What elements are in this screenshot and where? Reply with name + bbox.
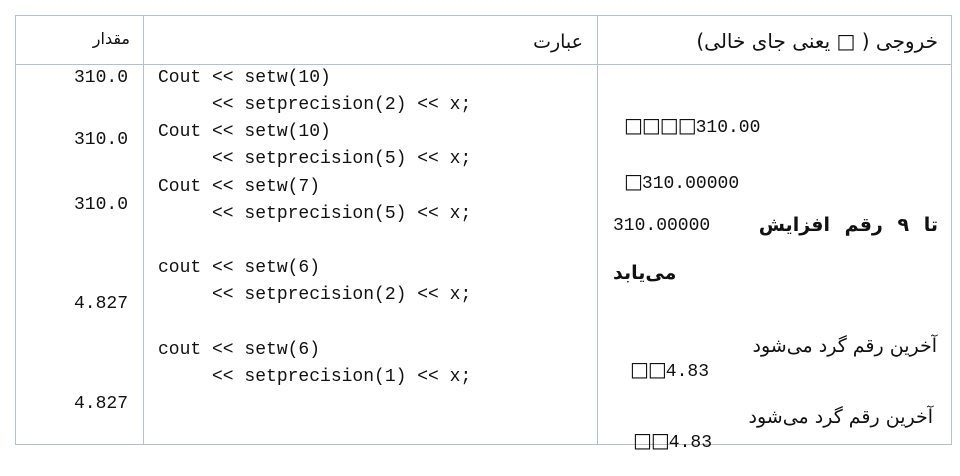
output-row-2: □310.00000 <box>608 148 739 217</box>
code-line: Cout << setw(10) <box>158 68 331 88</box>
header-value: مقدار <box>92 29 130 48</box>
code-line: << setprecision(5) << x; <box>158 149 472 169</box>
output-row-5: □□4.83 <box>617 407 712 476</box>
output-value: 310.00000 <box>613 216 711 236</box>
code-line: << setprecision(2) << x; <box>158 95 472 115</box>
divider-2 <box>597 15 598 445</box>
border-header <box>15 64 952 65</box>
output-value: 4.83 <box>665 362 710 382</box>
value-cell: 4.827 <box>73 294 128 314</box>
output-row-4: □□4.83 <box>614 336 709 405</box>
value-cell: 310.0 <box>73 130 128 150</box>
output-value: 310.00 <box>695 118 761 138</box>
blank-boxes: □□ <box>630 357 667 381</box>
output-value: 310.00000 <box>641 174 740 194</box>
output-note: آخرین رقم گرد می‌شود <box>748 406 934 428</box>
code-line: Cout << setw(7) <box>158 177 321 197</box>
border-left <box>15 15 16 445</box>
blank-boxes: □□□□ <box>624 113 697 137</box>
output-value: 4.83 <box>668 433 713 453</box>
output-note: می‌یابد <box>613 262 677 284</box>
blank-boxes: □ <box>624 169 643 193</box>
code-line: cout << setw(6) <box>158 340 321 360</box>
code-line: Cout << setw(10) <box>158 122 331 142</box>
border-right <box>951 15 952 445</box>
divider-1 <box>143 15 144 445</box>
code-line: << setprecision(2) << x; <box>158 285 472 305</box>
border-top <box>15 15 952 16</box>
border-bottom <box>15 444 952 445</box>
code-line: << setprecision(1) << x; <box>158 367 472 387</box>
header-output: خروجی ( □ یعنی جای خالی) <box>696 29 938 53</box>
output-note: تا ۹ رقم افزایش <box>758 214 938 236</box>
code-line: cout << setw(6) <box>158 258 321 278</box>
value-cell: 310.0 <box>73 68 128 88</box>
value-cell: 4.827 <box>73 394 128 414</box>
code-line: << setprecision(5) << x; <box>158 204 472 224</box>
value-cell: 310.0 <box>73 195 128 215</box>
blank-boxes: □□ <box>633 428 670 452</box>
header-expression: عبارت <box>533 31 583 53</box>
output-row-1: □□□□310.00 <box>608 92 760 161</box>
output-note: آخرین رقم گرد می‌شود <box>752 335 938 357</box>
